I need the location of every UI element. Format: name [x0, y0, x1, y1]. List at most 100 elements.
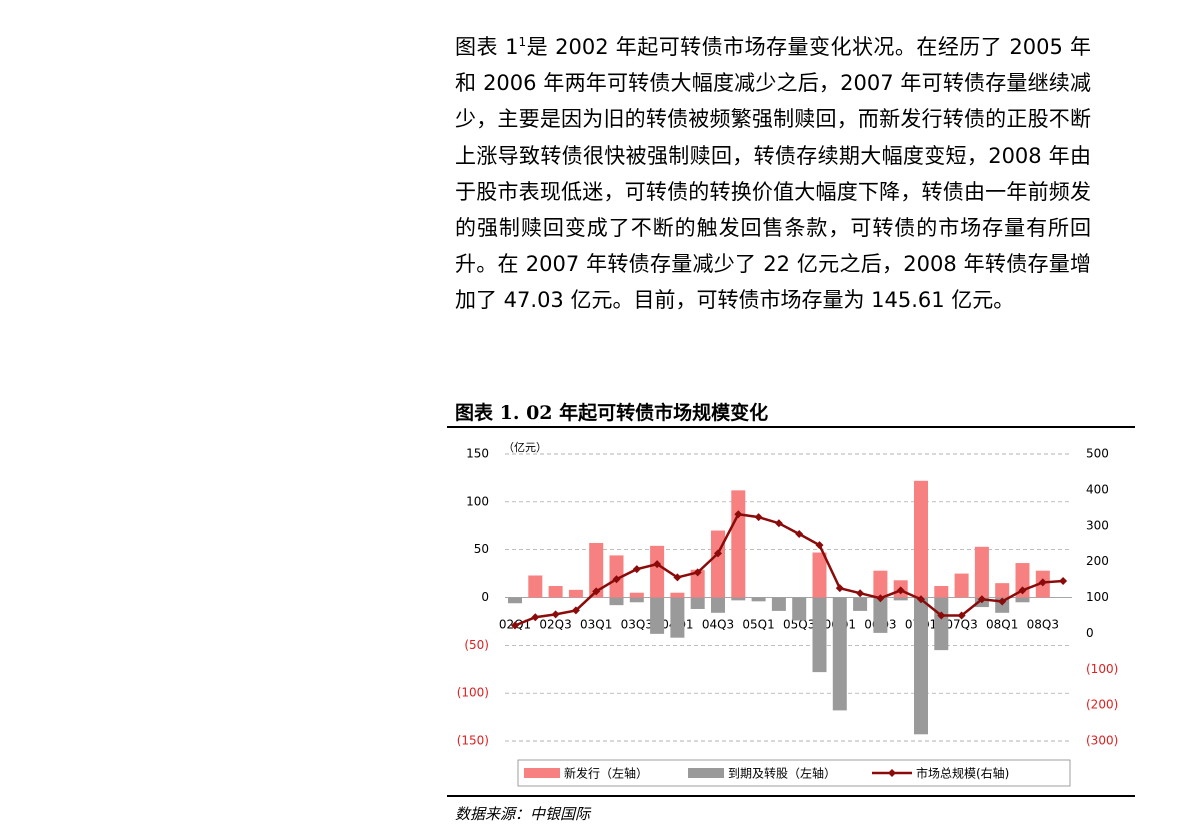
x-tick-label: 04Q3 — [702, 618, 734, 632]
legend-label: 到期及转股（左轴） — [728, 766, 836, 781]
bar — [731, 490, 746, 598]
marker — [1059, 576, 1068, 585]
y2-tick-label: 100 — [1086, 590, 1109, 604]
bar — [731, 597, 746, 601]
bar — [934, 597, 949, 651]
y2-tick-label: 300 — [1086, 518, 1109, 532]
marker — [1038, 578, 1047, 587]
marker — [511, 621, 519, 630]
marker — [876, 594, 885, 603]
bar — [914, 480, 928, 598]
marker — [977, 595, 986, 604]
figure-title: 图表 1. 02 年起可转债市场规模变化 — [455, 402, 769, 424]
bar — [812, 597, 827, 673]
marker — [917, 595, 925, 604]
bar — [853, 597, 868, 611]
marker — [957, 611, 966, 620]
bar — [670, 592, 685, 598]
y-unit: （亿元） — [503, 441, 547, 454]
marker — [937, 611, 946, 620]
text: 图表 1 — [455, 35, 519, 59]
y2-tick-label: 400 — [1086, 482, 1109, 496]
footnote-ref: 1 — [518, 35, 527, 49]
marker — [673, 573, 682, 582]
marker — [1018, 586, 1027, 595]
x-tick-label: 07Q3 — [945, 618, 977, 632]
legend-swatch — [688, 768, 724, 778]
marker — [571, 606, 580, 615]
y-tick-label: (100) — [457, 686, 489, 700]
y2-tick-label: (300) — [1086, 734, 1118, 748]
text: 是 2002 年起可转债市场存量变化状况。在经历了 2005 年和 2006 年… — [455, 35, 1091, 313]
y-tick-label: 150 — [466, 447, 489, 461]
bar — [914, 597, 928, 735]
bar — [589, 542, 604, 598]
marker — [998, 597, 1007, 606]
x-tick-label: 02Q3 — [539, 618, 571, 632]
y-tick-label: (150) — [457, 734, 489, 748]
bar — [629, 597, 644, 603]
x-tick-label: 08Q3 — [1027, 618, 1059, 632]
bar — [711, 530, 725, 598]
bar — [508, 597, 522, 604]
legend-swatch — [524, 768, 560, 778]
marker — [774, 519, 783, 528]
marker — [693, 568, 702, 577]
bar — [1015, 597, 1030, 603]
marker — [531, 613, 540, 622]
bar — [792, 597, 807, 621]
marker — [592, 587, 601, 596]
marker — [653, 560, 662, 569]
bar — [751, 597, 766, 602]
x-tick-label: 03Q1 — [580, 618, 612, 632]
y-tick-label: 100 — [466, 494, 489, 508]
x-tick-label: 05Q1 — [742, 618, 774, 632]
bar — [650, 597, 665, 634]
bar — [670, 597, 685, 638]
bar — [528, 575, 543, 598]
marker — [856, 589, 865, 598]
marker — [734, 510, 743, 519]
marker — [612, 575, 621, 584]
marker — [815, 541, 824, 550]
bar — [873, 570, 888, 598]
y2-tick-label: 200 — [1086, 554, 1109, 568]
marker — [896, 586, 905, 595]
x-tick-label: 03Q3 — [621, 618, 653, 632]
legend-label: 市场总规模(右轴) — [916, 766, 1009, 781]
bar — [812, 552, 827, 598]
y2-tick-label: (100) — [1086, 662, 1118, 676]
marker — [551, 610, 560, 619]
x-tick-label: 05Q3 — [783, 618, 815, 632]
bar — [629, 592, 644, 598]
x-tick-label: 08Q1 — [986, 618, 1018, 632]
legend-box — [517, 759, 1071, 787]
bar — [954, 573, 969, 598]
y2-tick-label: (200) — [1086, 698, 1118, 712]
bar — [609, 597, 624, 606]
legend-label: 新发行（左轴） — [564, 766, 648, 781]
marker — [795, 530, 804, 539]
line — [514, 512, 1064, 627]
bar — [650, 545, 665, 598]
bar — [832, 597, 847, 711]
legend-swatch — [888, 769, 896, 777]
marker — [835, 584, 844, 593]
paragraph: 图表 11是 2002 年起可转债市场存量变化状况。在经历了 2005 年和 2… — [455, 24, 1091, 319]
bar — [995, 583, 1010, 598]
bar — [690, 597, 705, 609]
y2-tick-label: 500 — [1086, 447, 1109, 461]
bar — [690, 569, 705, 598]
marker — [754, 513, 763, 522]
bar — [771, 597, 786, 611]
bar — [711, 597, 725, 613]
y-tick-label: 50 — [474, 542, 489, 556]
bar — [974, 546, 989, 598]
y-tick-label: 0 — [481, 590, 489, 604]
y2-tick-label: 0 — [1086, 626, 1094, 640]
bar — [934, 586, 949, 598]
marker — [632, 565, 641, 574]
marker — [714, 549, 722, 558]
